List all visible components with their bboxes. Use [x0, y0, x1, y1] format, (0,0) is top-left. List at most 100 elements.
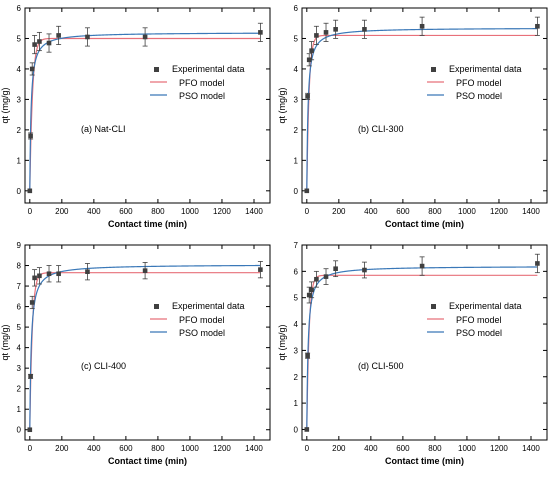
y-axis-label: qt (mg/g) [0, 324, 10, 360]
x-tick-label: 0 [305, 207, 310, 216]
x-tick-label: 1000 [458, 444, 476, 453]
x-tick-label: 1000 [181, 207, 199, 216]
experimental-point [306, 292, 312, 298]
pfo-model-line [306, 34, 538, 191]
x-axis-label: Contact time (min) [108, 456, 187, 466]
y-tick-label: 5 [294, 294, 299, 303]
panel-2: 0 200 400 600 800 1000 1200 1400 0 1 2 3 4 5 6 Contact … [277, 4, 548, 229]
y-tick-label: 2 [17, 126, 22, 135]
y-tick-label: 1 [17, 405, 22, 414]
experimental-point [362, 267, 367, 273]
experimental-point [37, 273, 42, 279]
legend-label-experimental: Experimental data [172, 64, 245, 74]
y-tick-label: 8 [17, 262, 22, 271]
x-tick-label: 400 [87, 207, 101, 216]
experimental-point [85, 34, 90, 40]
experimental-point [27, 188, 33, 194]
legend-label-pfo: PFO model [456, 315, 502, 325]
experimental-point [333, 266, 338, 272]
pso-model-line [306, 28, 538, 191]
y-tick-label: 5 [17, 34, 22, 43]
x-tick-label: 200 [332, 444, 346, 453]
y-tick-label: 1 [294, 156, 299, 165]
x-tick-label: 200 [55, 444, 69, 453]
experimental-point [28, 374, 33, 379]
y-tick-label: 9 [17, 241, 22, 250]
y-axis-label: qt (mg/g) [277, 87, 287, 123]
pso-model-line [29, 32, 261, 191]
y-tick-label: 4 [294, 65, 299, 74]
x-tick-label: 1200 [490, 207, 508, 216]
y-tick-label: 5 [17, 323, 22, 332]
y-tick-label: 5 [294, 34, 299, 43]
panel-annotation: (d) CLI-500 [358, 361, 404, 371]
y-axis-label: qt (mg/g) [277, 324, 287, 360]
experimental-point [142, 268, 148, 273]
x-tick-label: 0 [305, 444, 310, 453]
y-tick-label: 7 [17, 282, 22, 291]
experimental-point [29, 300, 35, 305]
pso-model-line [29, 264, 261, 430]
x-tick-label: 800 [428, 444, 442, 453]
experimental-point [309, 287, 314, 293]
experimental-point [305, 353, 310, 358]
experimental-point [323, 30, 329, 35]
x-tick-label: 200 [55, 207, 69, 216]
x-tick-label: 1400 [522, 444, 540, 453]
x-tick-label: 1000 [458, 207, 476, 216]
x-tick-label: 1200 [213, 444, 231, 453]
experimental-point [304, 188, 310, 194]
legend-label-pso: PSO model [456, 91, 502, 101]
y-tick-label: 3 [294, 346, 299, 355]
experimental-point [535, 261, 540, 266]
legend-label-pso: PSO model [456, 328, 502, 338]
experimental-point [419, 23, 425, 29]
experimental-point [28, 133, 33, 139]
y-tick-label: 4 [294, 320, 299, 329]
x-tick-label: 0 [28, 207, 33, 216]
y-axis-label: qt (mg/g) [0, 87, 10, 123]
legend-label-pfo: PFO model [179, 315, 225, 325]
experimental-point [37, 39, 42, 44]
legend-label-experimental: Experimental data [172, 301, 245, 311]
panel-annotation: (a) Nat-CLI [81, 124, 126, 134]
experimental-point [85, 269, 90, 274]
experimental-point [323, 274, 329, 279]
x-tick-label: 200 [332, 207, 346, 216]
experimental-point [142, 34, 148, 40]
experimental-point [56, 33, 61, 38]
x-tick-label: 1000 [181, 444, 199, 453]
x-axis-label: Contact time (min) [385, 219, 464, 229]
x-axis-label: Contact time (min) [385, 456, 464, 466]
pfo-model-line [29, 37, 261, 191]
pfo-model-line [306, 274, 538, 430]
experimental-point [258, 30, 263, 35]
experimental-point [333, 27, 338, 32]
x-tick-label: 600 [119, 444, 133, 453]
experimental-point [258, 267, 263, 272]
plot-frame [301, 244, 548, 441]
x-tick-label: 1400 [522, 207, 540, 216]
pfo-model-line [29, 272, 261, 430]
experimental-point [309, 48, 314, 53]
legend-marker-experimental [154, 304, 159, 309]
y-tick-label: 4 [17, 65, 22, 74]
pso-model-line [306, 266, 538, 430]
experimental-point [305, 94, 310, 99]
y-tick-label: 6 [294, 4, 299, 13]
panel-annotation: (c) CLI-400 [81, 361, 126, 371]
y-tick-label: 2 [17, 385, 22, 394]
legend-label-pfo: PFO model [456, 78, 502, 88]
x-tick-label: 800 [151, 207, 165, 216]
y-tick-label: 7 [294, 241, 299, 250]
x-tick-label: 1200 [213, 207, 231, 216]
legend-marker-experimental [154, 67, 159, 72]
y-tick-label: 0 [17, 426, 22, 435]
experimental-point [314, 276, 319, 282]
x-tick-label: 600 [119, 207, 133, 216]
y-tick-label: 1 [17, 156, 22, 165]
legend-label-pfo: PFO model [179, 78, 225, 88]
x-tick-label: 1400 [245, 444, 263, 453]
